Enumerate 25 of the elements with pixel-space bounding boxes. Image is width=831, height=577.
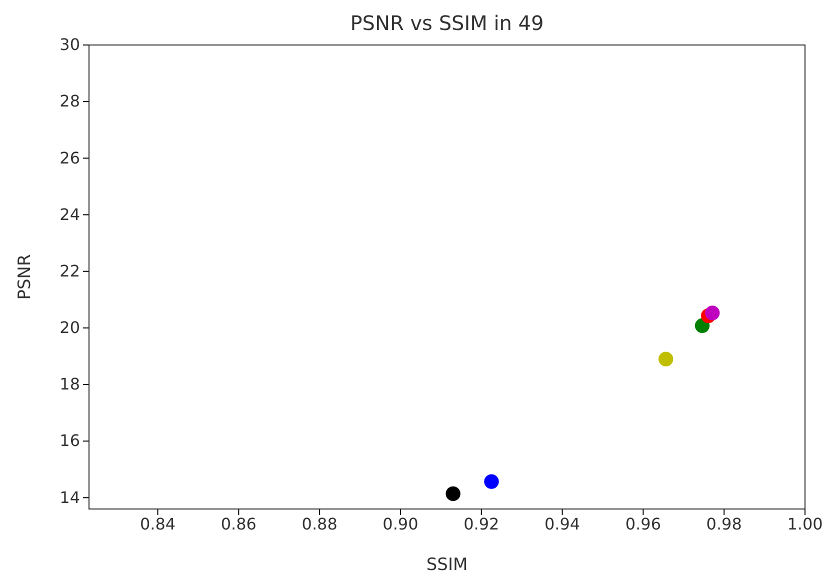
- x-tick-label: 0.92: [464, 514, 500, 534]
- y-tick-label: 28: [60, 92, 80, 111]
- x-tick-label: 1.00: [787, 514, 823, 534]
- x-tick-label: 0.84: [140, 514, 176, 534]
- x-tick-label: 0.94: [544, 514, 580, 534]
- point: [446, 486, 460, 502]
- x-tick-label: 0.90: [382, 514, 418, 534]
- x-tick-label: 0.86: [220, 514, 256, 534]
- point: [705, 306, 720, 320]
- x-tick-label: 0.98: [706, 514, 742, 534]
- y-tick-label: 20: [60, 318, 80, 338]
- y-axis-title: PSNR: [15, 254, 35, 300]
- y-tick-label: 14: [60, 488, 80, 507]
- point: [484, 474, 499, 489]
- point: [658, 352, 674, 366]
- y-tick-label: 26: [60, 148, 80, 168]
- x-tick-label: 0.96: [625, 514, 662, 534]
- y-tick-label: 22: [60, 261, 80, 280]
- chart-title: PSNR vs SSIM in 49: [350, 11, 544, 35]
- y-tick-label: 16: [60, 431, 80, 450]
- x-axis-title: SSIM: [426, 555, 468, 575]
- y-tick-label: 24: [60, 204, 80, 224]
- x-tick-label: 0.88: [302, 514, 338, 534]
- y-tick-label: 30: [60, 35, 80, 54]
- y-tick-label: 18: [60, 374, 80, 394]
